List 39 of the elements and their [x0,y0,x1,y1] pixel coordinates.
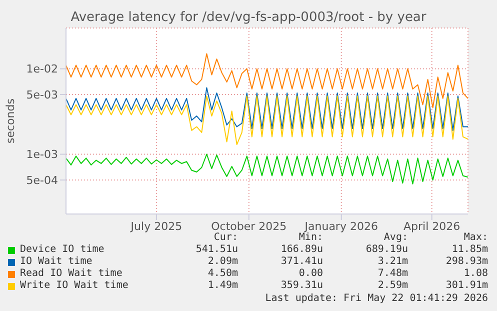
line-series [66,96,468,146]
text: 4.50m [206,268,238,280]
text: 689.19u [364,244,408,256]
text: 3.21m [376,256,408,268]
text: 7.48m [376,268,408,280]
text: 1.49m [206,280,238,292]
y-tick-label: 1e-02 [26,62,58,76]
text: Last update: Fri May 22 01:41:29 2026 [264,293,488,304]
text: 541.51u [194,244,238,256]
chart-title: Average latency for /dev/vg-fs-app-0003/root - by year [70,10,428,25]
text: 298.93m [444,256,488,268]
y-axis-title: seconds [4,98,17,144]
text: 2.09m [206,256,238,268]
x-tick-label: April 2026 [404,220,460,233]
x-tick-label: October 2025 [211,220,287,233]
text: Max: [462,232,488,244]
y-tick-label: 5e-03 [26,88,58,102]
text: Min: [298,232,323,244]
legend-label: Device IO time [19,244,106,256]
x-tick-label: January 2026 [304,220,378,233]
text: 359.31u [280,280,323,292]
line-series [66,53,468,108]
text: 2.59m [376,280,408,292]
x-tick-label: July 2025 [130,220,182,233]
text: 166.89u [280,244,323,256]
text: Cur: [212,232,238,244]
text: 11.85m [450,244,488,256]
line-series [66,87,468,131]
line-series [66,154,468,184]
y-tick-label: 5e-04 [26,174,58,187]
legend-label: IO Wait time [19,256,94,268]
legend-label: Read IO Wait time [19,268,124,280]
text: Avg: [382,232,408,244]
text: 0.00 [298,268,323,280]
text: 371.41u [280,256,323,268]
legend-label: Write IO Wait time [19,280,130,292]
text: 1.08 [462,268,488,280]
text: 301.91m [444,280,488,292]
y-tick-label: 1e-03 [26,148,58,162]
